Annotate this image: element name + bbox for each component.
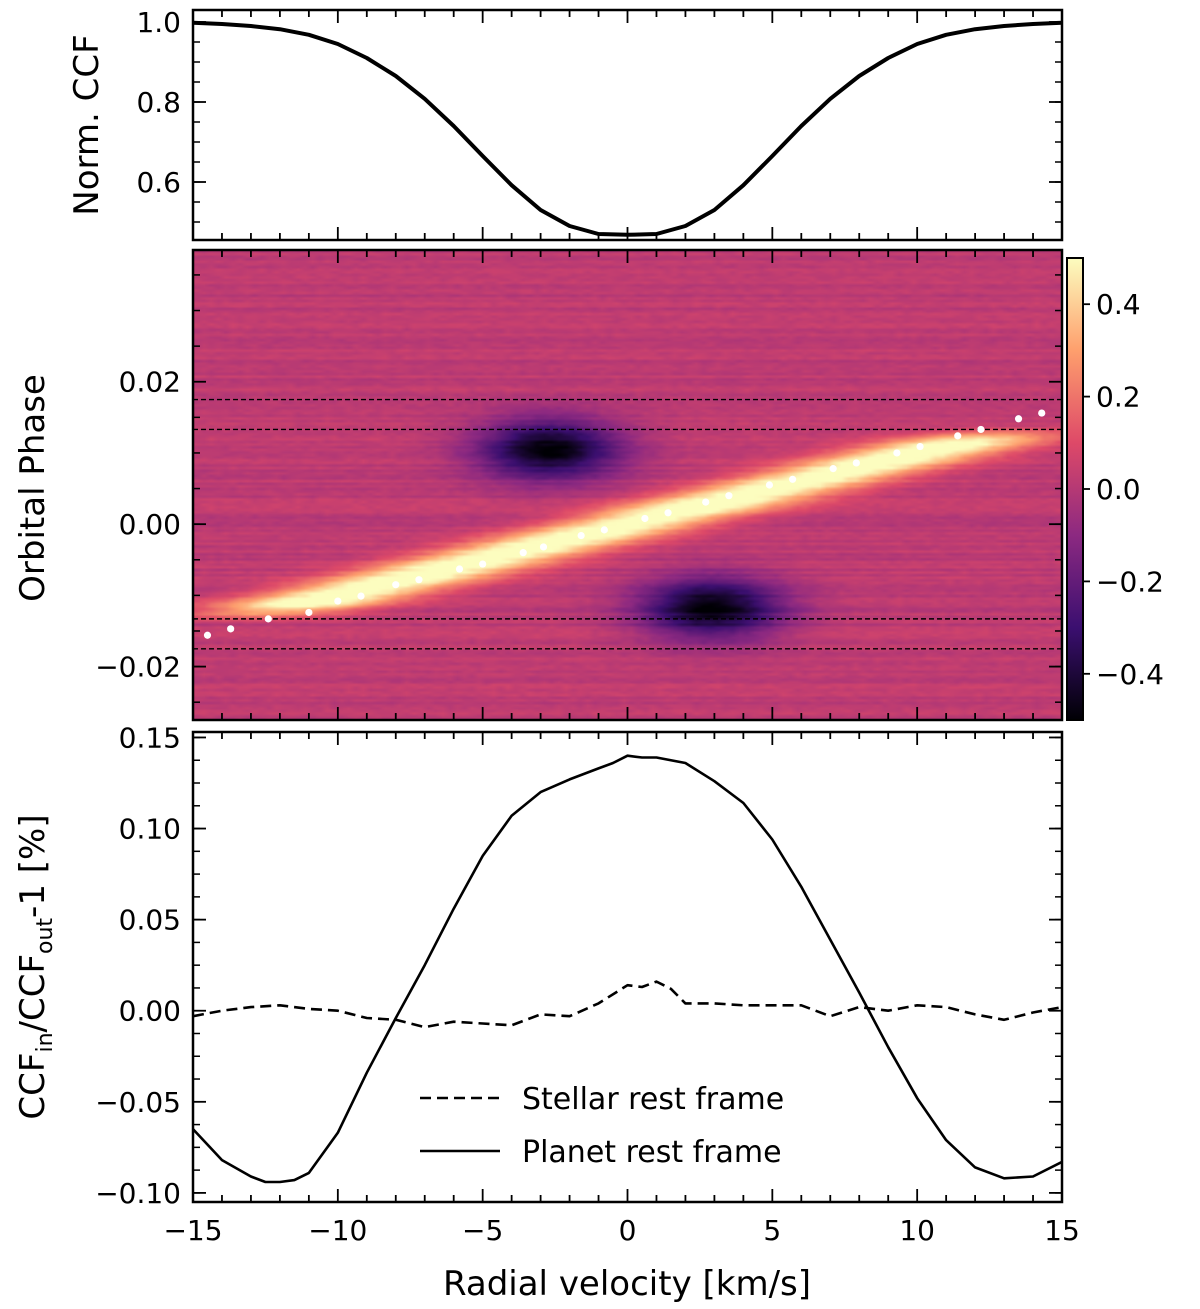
residual-profile-panel: −0.10 −0.05 0.00 0.05 0.10 0.15 −15 −10 −5 0 5 10 15…: [13, 721, 1080, 1304]
ccf-ytick-label: 1.0: [136, 6, 181, 39]
planet-track-point: [641, 514, 649, 523]
ccf-ytick-label: 0.6: [136, 166, 181, 199]
planet-track-point: [334, 597, 342, 605]
planet-track-point: [415, 576, 423, 584]
residual-xtick-label: 10: [899, 1214, 935, 1247]
colorbar-tick-label: 0.0: [1096, 473, 1141, 506]
planet-track-point: [852, 459, 860, 467]
planet-track-point: [789, 475, 797, 483]
planet-track-point: [577, 531, 585, 540]
planet-track-point: [600, 526, 608, 534]
planet-track-point: [954, 432, 962, 440]
legend: Stellar rest frame Planet rest frame: [420, 1082, 784, 1170]
planet-track-point: [977, 425, 985, 434]
residual-xtick-label: −15: [163, 1214, 222, 1247]
planet-track-point: [392, 581, 400, 589]
legend-planet-label: Planet rest frame: [522, 1135, 782, 1170]
residual-ytick-label: 0.10: [119, 813, 181, 846]
stellar-rest-frame-line: [193, 980, 1062, 1029]
planet-track-point: [203, 631, 212, 639]
colorbar-tick-label: 0.2: [1096, 381, 1141, 414]
colorbar: [1067, 258, 1083, 720]
residual-ytick-label: 0.00: [119, 995, 181, 1028]
residual-heatmap: [193, 250, 1062, 720]
planet-track-point: [893, 449, 901, 457]
planet-track-point: [479, 560, 487, 568]
planet-track-point: [539, 543, 548, 551]
planet-track-point: [725, 492, 733, 500]
residual-xtick-label: −5: [462, 1214, 503, 1247]
residual-ytick-label: −0.05: [95, 1086, 181, 1119]
phase-map-panel: −0.02 0.00 0.02 Orbital Phase −0.4 −0.2 0.0 0…: [13, 248, 1164, 722]
planet-track-point: [264, 615, 272, 623]
phase-ytick-label: −0.02: [95, 651, 181, 684]
phase-y-axis-label: Orbital Phase: [13, 374, 53, 602]
ccf-ytick-label: 0.8: [136, 86, 181, 119]
planet-track-point: [702, 498, 710, 506]
residual-ytick-label: 0.15: [119, 721, 181, 754]
residual-panel-frame: [191, 730, 1064, 1204]
residual-y-axis-label: CCFin/CCFout-1 [%]: [13, 814, 58, 1119]
residual-ytick-label: 0.05: [119, 904, 181, 937]
colorbar-tick-label: −0.2: [1096, 565, 1164, 598]
residual-xtick-label: 0: [619, 1214, 637, 1247]
ccf-y-axis-label: Norm. CCF: [67, 34, 107, 215]
planet-rest-frame-line: [193, 754, 1062, 1184]
phase-ytick-label: 0.00: [119, 508, 181, 541]
planet-track-point: [455, 565, 464, 573]
planet-track-point: [305, 608, 313, 617]
colorbar-tick-label: −0.4: [1096, 658, 1164, 691]
phase-ytick-label: 0.02: [119, 366, 181, 399]
planet-track-point: [829, 465, 837, 473]
residual-xtick-label: 5: [763, 1214, 781, 1247]
planet-track-point: [765, 481, 774, 489]
ccf-line: [193, 20, 1062, 237]
ccf-panel-frame: [191, 8, 1064, 242]
planet-track-point: [1014, 415, 1023, 423]
x-axis-label: Radial velocity [km/s]: [443, 1264, 811, 1304]
planet-track-point: [1038, 409, 1046, 417]
colorbar-tick-label: 0.4: [1096, 288, 1141, 321]
planet-track-point: [664, 509, 672, 517]
planet-track-point: [227, 625, 235, 633]
residual-xtick-label: 15: [1044, 1214, 1080, 1247]
legend-stellar-label: Stellar rest frame: [522, 1082, 784, 1117]
ccf-panel: 0.6 0.8 1.0 Norm. CCF: [67, 6, 1064, 242]
planet-track-point: [357, 592, 365, 600]
residual-ytick-label: −0.10: [95, 1177, 181, 1210]
planet-track-point: [916, 442, 924, 451]
planet-track-point: [519, 549, 527, 557]
residual-xtick-label: −10: [308, 1214, 367, 1247]
